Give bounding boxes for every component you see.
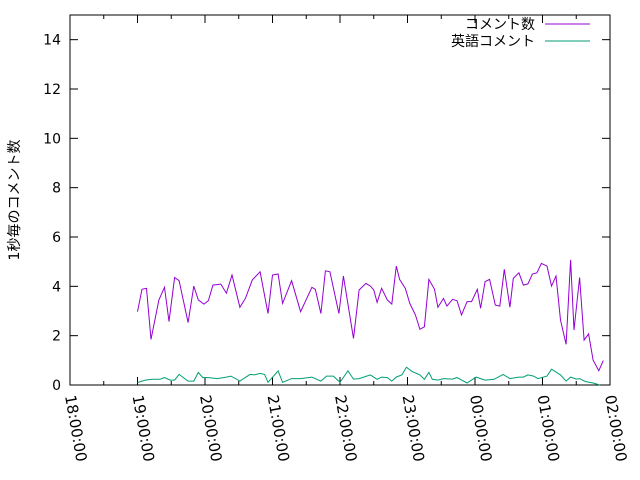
x-tick-label: 20:00:00 — [196, 394, 225, 463]
series-lines — [137, 259, 604, 386]
x-tick-label: 21:00:00 — [264, 394, 293, 463]
y-tick-label: 4 — [52, 279, 61, 295]
x-tick-label: 01:00:00 — [534, 394, 563, 463]
y-tick-label: 14 — [43, 33, 61, 49]
y-axis-label: 1秒毎のコメント数 — [7, 140, 23, 261]
y-tick-label: 10 — [43, 131, 61, 147]
y-tick-label: 8 — [52, 181, 61, 197]
y-tick-label: 6 — [52, 230, 61, 246]
legend-label: コメント数 — [465, 17, 535, 33]
x-tick-label: 02:00:00 — [601, 394, 630, 463]
x-tick-label: 22:00:00 — [331, 394, 360, 463]
y-tick-label: 2 — [52, 329, 61, 345]
plot-frame — [69, 14, 611, 386]
series-line-1 — [137, 366, 601, 386]
legend-label: 英語コメント — [451, 33, 535, 50]
y-tick-label: 0 — [52, 378, 61, 394]
x-tick-label: 18:00:00 — [61, 394, 90, 463]
series-line-0 — [137, 259, 604, 372]
x-tick-label: 00:00:00 — [466, 394, 495, 463]
axes: 0 2 4 6 8 10 12 14 18:00:00 19:00:00 20:00:00 21:00… — [43, 14, 630, 463]
x-tick-label: 19:00:00 — [129, 394, 158, 463]
y-tick-label: 12 — [43, 82, 61, 98]
x-tick-label: 23:00:00 — [399, 394, 428, 463]
